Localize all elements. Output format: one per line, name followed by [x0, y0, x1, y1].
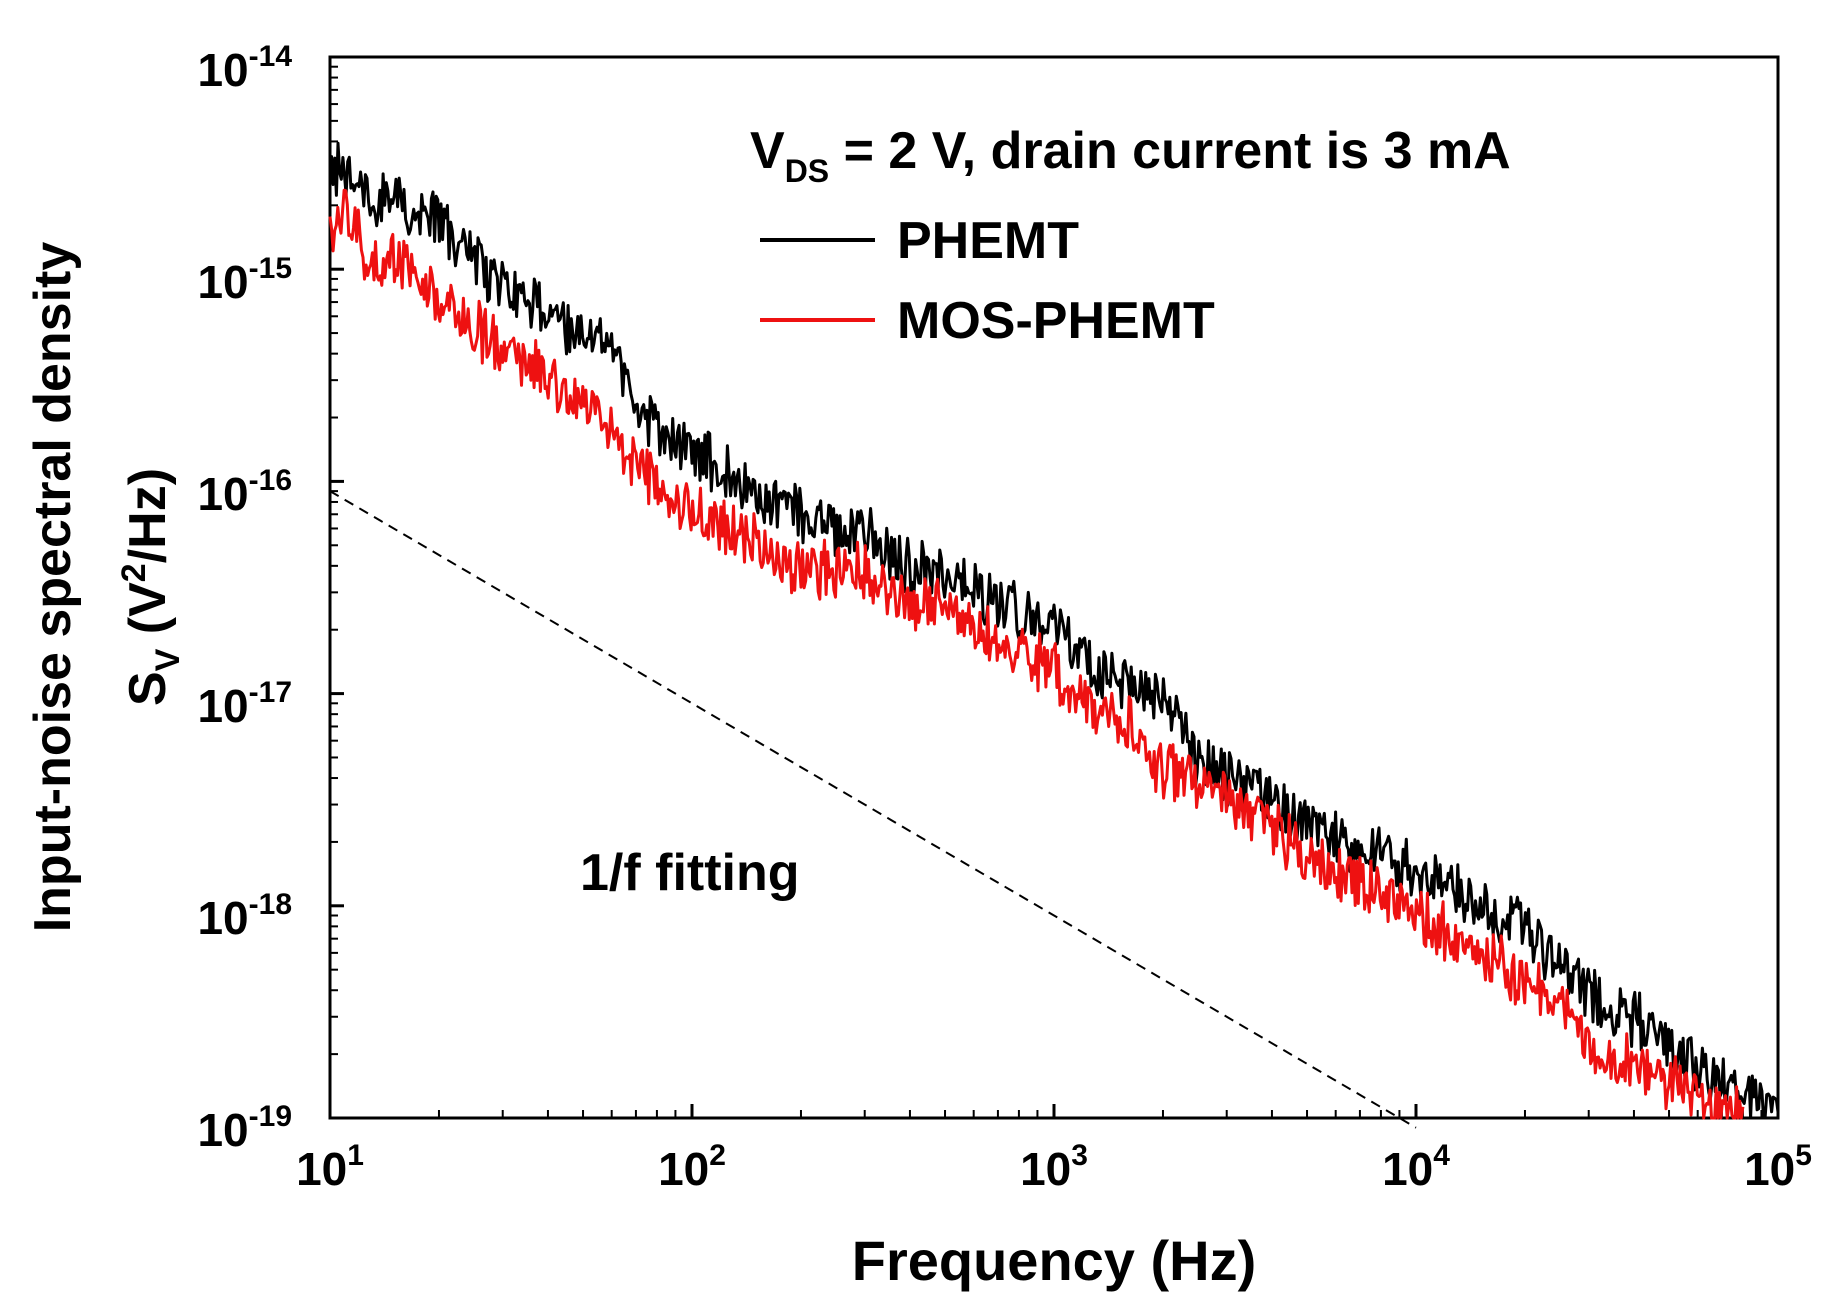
x-tick-label: 101 — [296, 1139, 364, 1195]
x-tick-label: 105 — [1744, 1139, 1812, 1195]
y-axis-label-line2: SV (V2/Hz) — [115, 468, 187, 706]
legend: VDS = 2 V, drain current is 3 mA PHEMT M… — [750, 122, 1511, 350]
series-line-mos-phemt — [328, 188, 1745, 1120]
y-axis-label: Input-noise spectral density SV (V2/Hz) — [24, 242, 187, 933]
x-tick-label: 102 — [658, 1139, 726, 1195]
x-axis-label: Frequency (Hz) — [852, 1229, 1257, 1292]
legend-label-mos-phemt: MOS-PHEMT — [897, 292, 1215, 350]
y-tick-label: 10-19 — [197, 1100, 292, 1156]
y-tick-label: 10-16 — [197, 464, 292, 520]
y-tick-label: 10-15 — [197, 252, 292, 308]
condition-label: VDS = 2 V, drain current is 3 mA — [750, 122, 1511, 189]
y-tick-label: 10-14 — [197, 40, 292, 96]
x-tick-label: 103 — [1020, 1139, 1088, 1195]
x-minor-ticks — [437, 1110, 1763, 1118]
y-axis-label-line1: Input-noise spectral density — [24, 242, 82, 933]
y-tick-labels: 10-14 10-15 10-16 10-17 10-18 10-19 — [197, 40, 292, 1156]
fit-line-1-over-f — [329, 490, 1417, 1129]
y-major-ticks — [330, 55, 344, 1120]
fit-annotation: 1/f fitting — [580, 844, 800, 902]
x-tick-labels: 101 102 103 104 105 — [296, 1139, 1812, 1195]
y-tick-label: 10-17 — [197, 676, 292, 732]
x-tick-label: 104 — [1382, 1139, 1450, 1195]
y-tick-label: 10-18 — [197, 888, 292, 944]
legend-label-phemt: PHEMT — [897, 212, 1079, 270]
series-line-phemt — [328, 141, 1780, 1120]
